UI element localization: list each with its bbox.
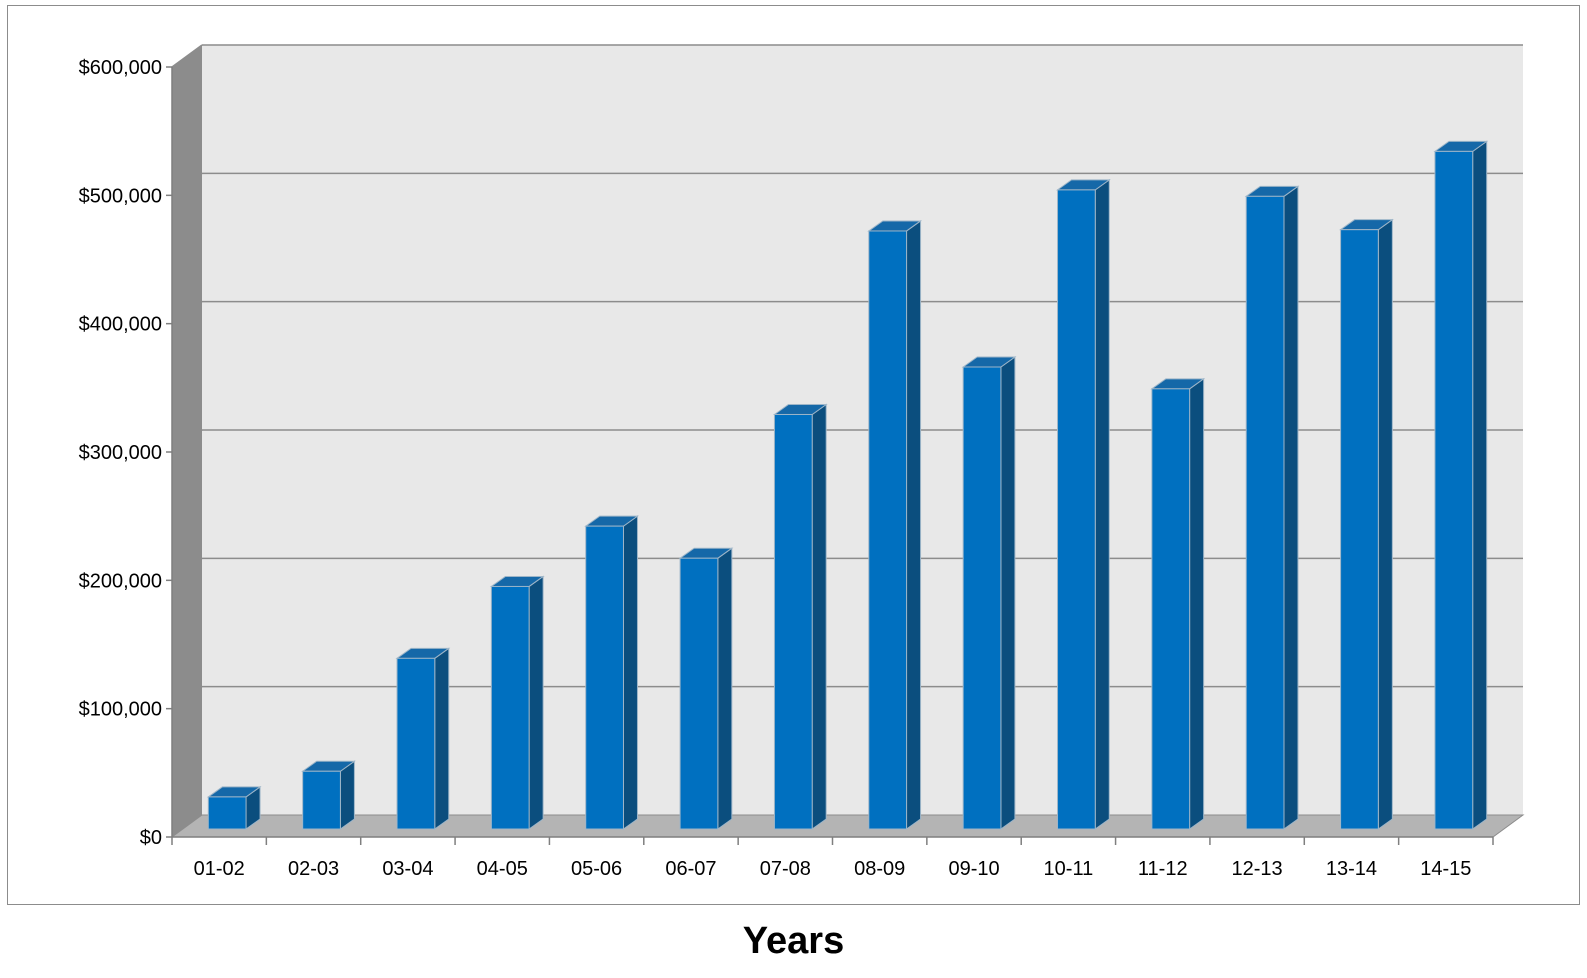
y-tick-label: $500,000 (79, 185, 162, 207)
bar-02-03 (303, 771, 341, 829)
bar-09-10 (963, 367, 1001, 829)
bar-12-13 (1246, 196, 1284, 829)
bar-05-06 (586, 526, 624, 829)
x-tick-label: 11-12 (1138, 858, 1188, 880)
floor (172, 815, 1523, 837)
bar-side-11-12 (1190, 379, 1204, 829)
x-tick-label: 07-08 (760, 858, 811, 880)
x-tick-label: 13-14 (1326, 858, 1377, 880)
bar-side-07-08 (812, 404, 826, 829)
y-tick-label: $600,000 (79, 57, 162, 79)
bar-side-09-10 (1001, 357, 1015, 829)
x-tick-label: 12-13 (1232, 858, 1283, 880)
x-tick-label: 14-15 (1420, 858, 1471, 880)
x-tick-label: 08-09 (854, 858, 905, 880)
x-tick-label: 02-03 (288, 858, 339, 880)
y-tick-label: $300,000 (79, 442, 162, 464)
bar-side-05-06 (623, 516, 637, 829)
x-tick-label: 03-04 (382, 858, 433, 880)
bar-11-12 (1152, 389, 1190, 829)
bar-07-08 (774, 414, 812, 829)
x-tick-label: 09-10 (948, 858, 999, 880)
bar-side-06-07 (718, 548, 732, 829)
bar-side-02-03 (340, 761, 354, 829)
bar-side-13-14 (1378, 220, 1392, 829)
bar-08-09 (869, 231, 907, 829)
x-tick-label: 10-11 (1044, 858, 1094, 880)
bar-side-08-09 (907, 221, 921, 829)
bar-side-14-15 (1473, 141, 1487, 829)
bar-side-03-04 (435, 648, 449, 829)
x-tick-label: 01-02 (194, 858, 245, 880)
bar-01-02 (208, 797, 246, 829)
bar-06-07 (680, 558, 718, 829)
bar-14-15 (1435, 151, 1473, 829)
x-tick-label: 04-05 (477, 858, 528, 880)
bar-04-05 (491, 586, 529, 829)
bar-side-12-13 (1284, 186, 1298, 829)
bar-13-14 (1341, 230, 1379, 829)
bar-side-04-05 (529, 576, 543, 829)
bar-10-11 (1058, 190, 1096, 829)
y-tick-label: $200,000 (79, 570, 162, 592)
x-tick-label: 06-07 (665, 858, 716, 880)
y-tick-label: $400,000 (79, 314, 162, 336)
y-tick-label: $0 (140, 827, 162, 849)
x-axis-title: Years (0, 920, 1587, 963)
bar-side-10-11 (1095, 180, 1109, 829)
bar-03-04 (397, 658, 435, 829)
y-tick-label: $100,000 (79, 699, 162, 721)
x-tick-label: 05-06 (571, 858, 622, 880)
